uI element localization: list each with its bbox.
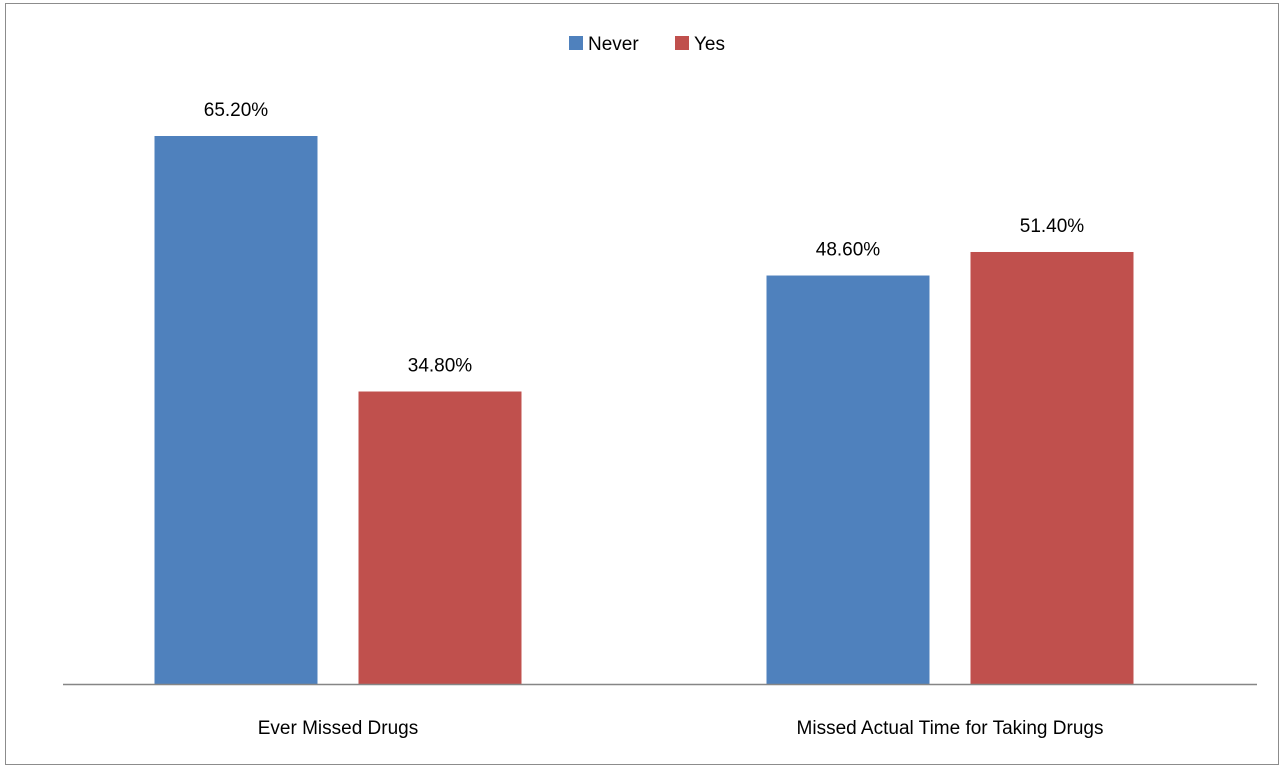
category-label-1: Missed Actual Time for Taking Drugs bbox=[797, 718, 1104, 739]
legend-label-never: Never bbox=[588, 34, 639, 55]
bars-group bbox=[154, 136, 1134, 684]
legend-swatch-never bbox=[569, 36, 583, 50]
bar-yes-0 bbox=[358, 391, 522, 684]
bar-never-1 bbox=[766, 275, 930, 684]
value-labels-group: 65.20% 34.80% 48.60% 51.40% bbox=[204, 100, 1085, 377]
legend: Never Yes bbox=[569, 34, 725, 55]
data-label-yes-1: 51.40% bbox=[1020, 216, 1085, 237]
data-label-never-0: 65.20% bbox=[204, 100, 269, 121]
bar-yes-1 bbox=[970, 251, 1134, 684]
category-labels-group: Ever Missed Drugs Missed Actual Time for … bbox=[258, 718, 1104, 739]
data-label-never-1: 48.60% bbox=[816, 240, 881, 261]
data-label-yes-0: 34.80% bbox=[408, 356, 473, 377]
category-label-0: Ever Missed Drugs bbox=[258, 718, 419, 739]
legend-label-yes: Yes bbox=[694, 34, 725, 55]
legend-swatch-yes bbox=[675, 36, 689, 50]
bar-never-0 bbox=[154, 136, 318, 684]
